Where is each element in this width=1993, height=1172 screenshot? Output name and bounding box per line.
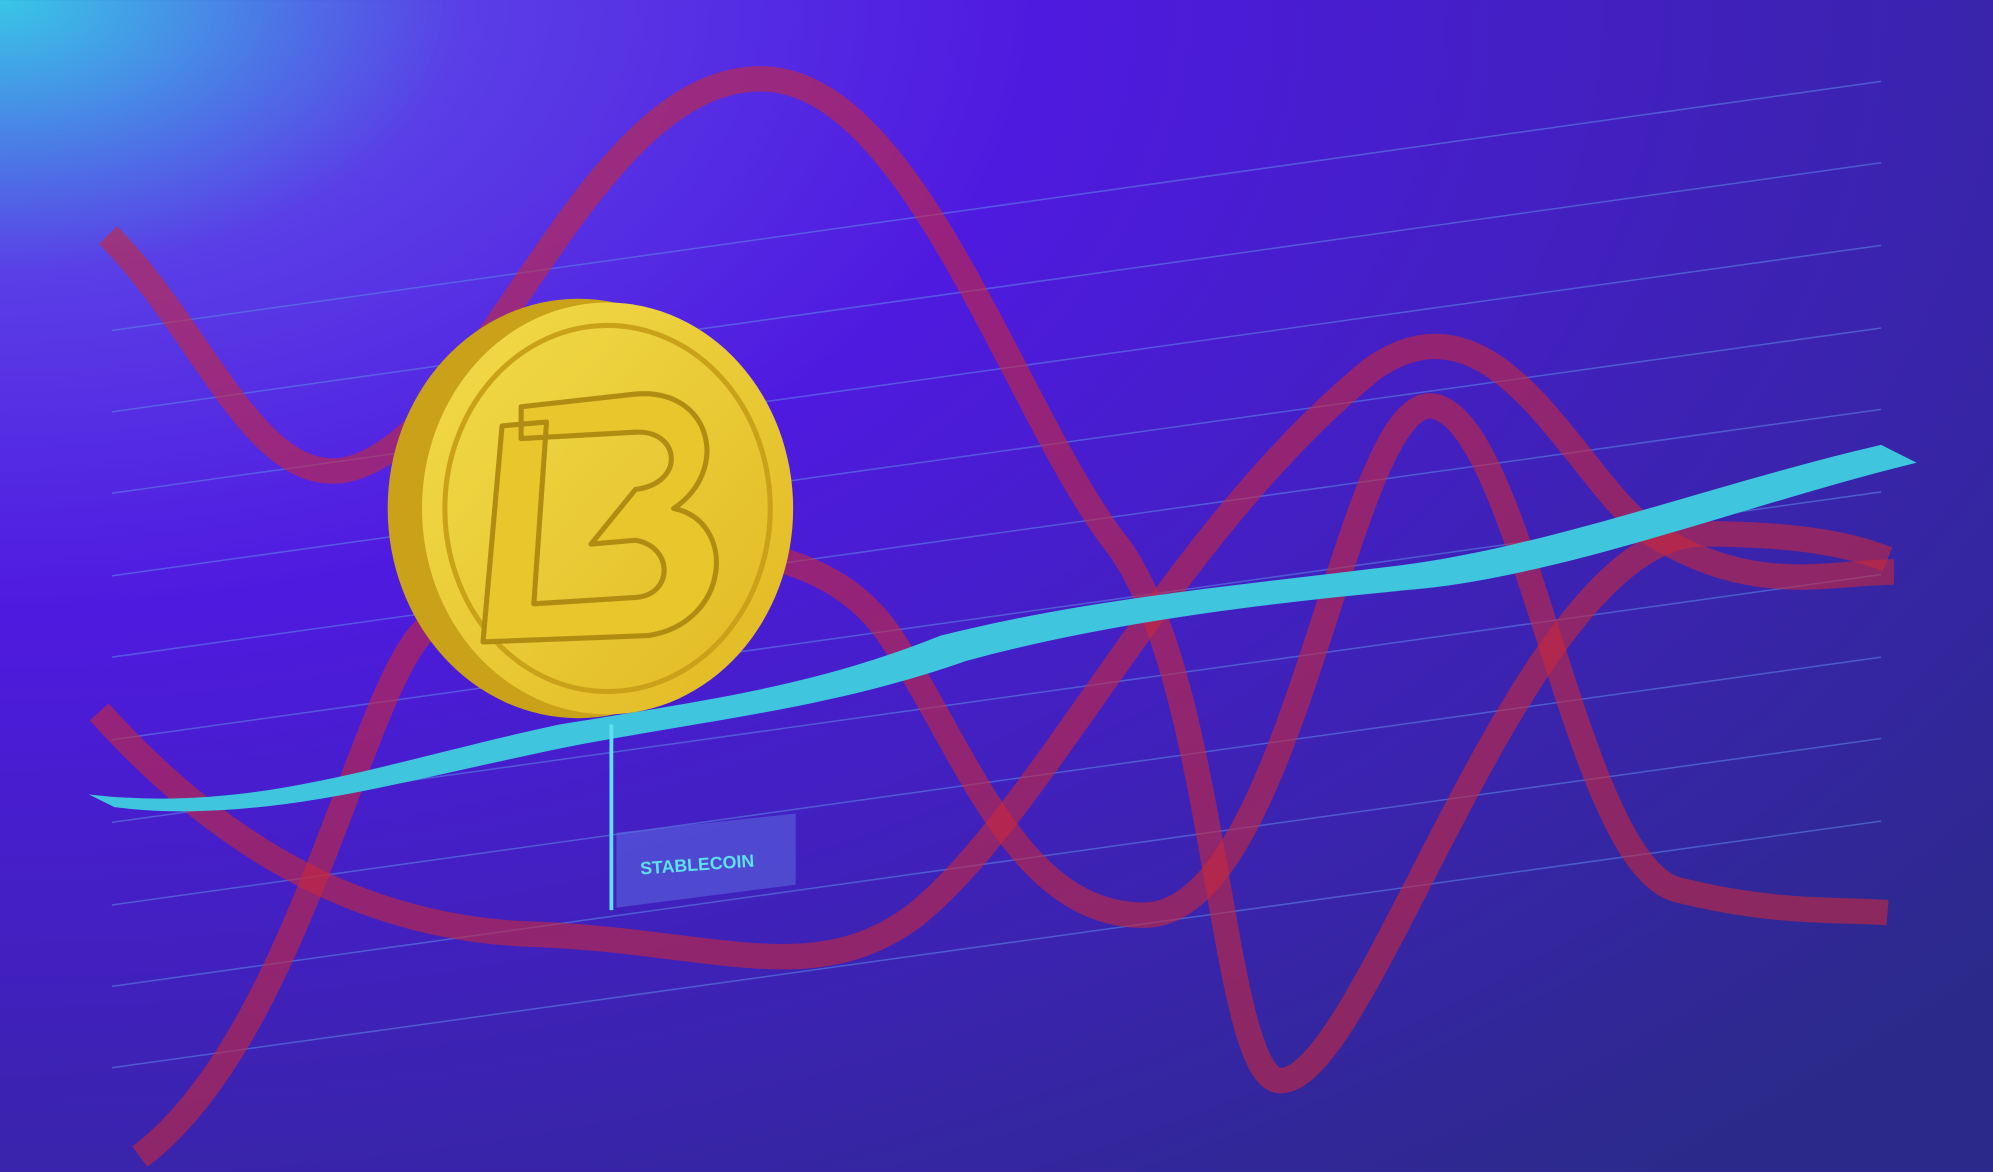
coin-logo bbox=[480, 391, 719, 645]
coin bbox=[387, 298, 794, 719]
grid-line bbox=[111, 80, 1882, 332]
cyan-ribbon bbox=[88, 444, 1917, 812]
coin-face bbox=[421, 302, 794, 715]
grid-line bbox=[111, 161, 1882, 413]
red-ribbon bbox=[132, 393, 1889, 1167]
flag bbox=[616, 813, 796, 908]
coin-ring bbox=[442, 322, 773, 695]
grid-line bbox=[111, 656, 1882, 906]
grid-line bbox=[111, 820, 1882, 1069]
